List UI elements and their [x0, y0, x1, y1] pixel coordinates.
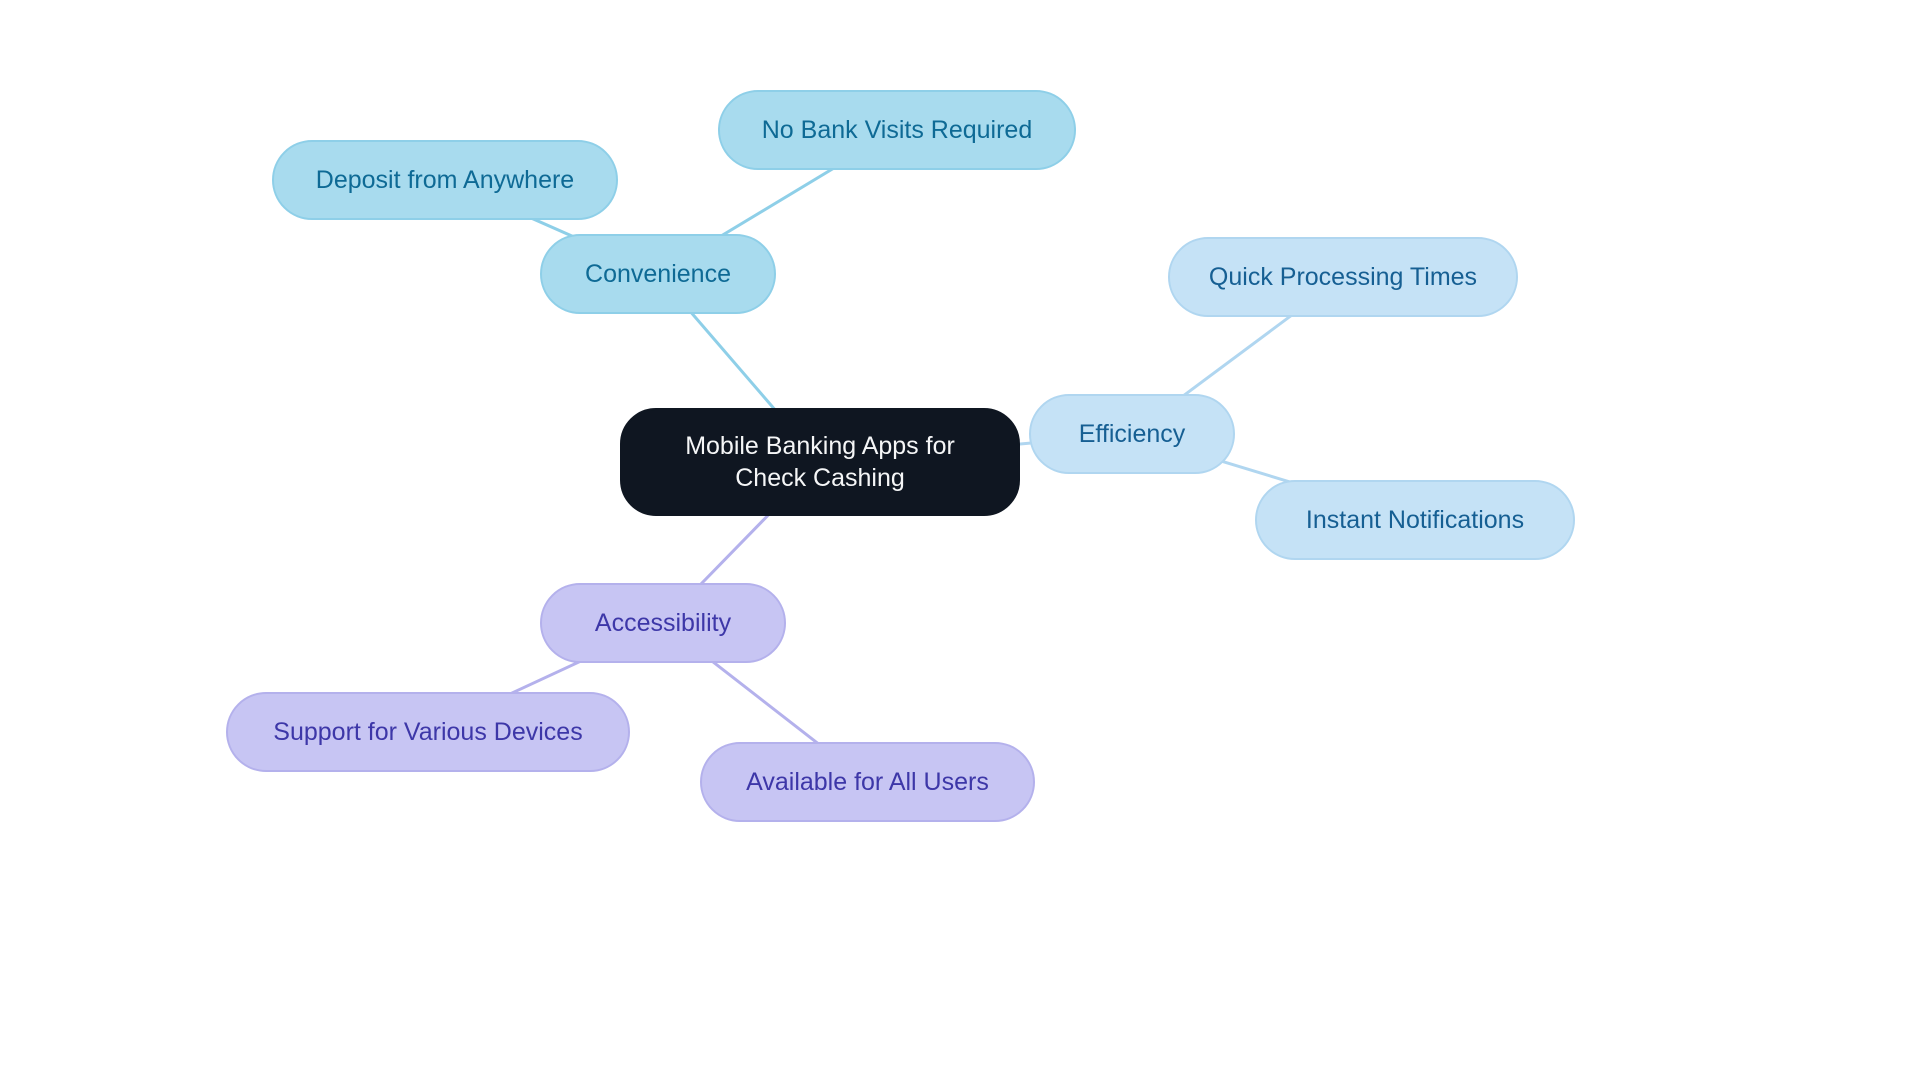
- node-label: Deposit from Anywhere: [316, 164, 574, 197]
- node-support-devices: Support for Various Devices: [226, 692, 630, 772]
- node-label: Accessibility: [595, 607, 731, 640]
- node-instant-notifications: Instant Notifications: [1255, 480, 1575, 560]
- node-label: Mobile Banking Apps for Check Cashing: [652, 430, 988, 495]
- node-label: Quick Processing Times: [1209, 261, 1477, 294]
- node-label: Available for All Users: [746, 766, 989, 799]
- node-no-bank-visits: No Bank Visits Required: [718, 90, 1076, 170]
- node-label: Support for Various Devices: [273, 716, 582, 749]
- node-convenience: Convenience: [540, 234, 776, 314]
- node-deposit-anywhere: Deposit from Anywhere: [272, 140, 618, 220]
- node-efficiency: Efficiency: [1029, 394, 1235, 474]
- node-label: Efficiency: [1079, 418, 1186, 451]
- node-available-all-users: Available for All Users: [700, 742, 1035, 822]
- node-label: Convenience: [585, 258, 731, 291]
- node-label: No Bank Visits Required: [762, 114, 1033, 147]
- node-root: Mobile Banking Apps for Check Cashing: [620, 408, 1020, 516]
- node-label: Instant Notifications: [1306, 504, 1524, 537]
- node-quick-processing: Quick Processing Times: [1168, 237, 1518, 317]
- node-accessibility: Accessibility: [540, 583, 786, 663]
